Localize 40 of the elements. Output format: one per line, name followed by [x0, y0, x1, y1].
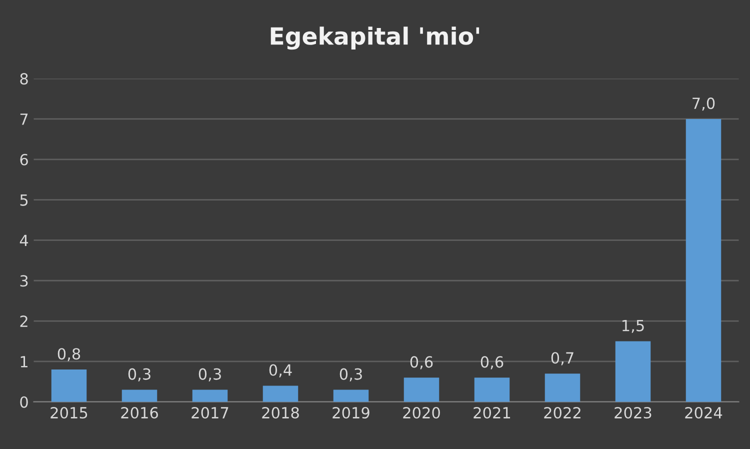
- x-tick-label: 2017: [192, 406, 228, 419]
- bar: [686, 118, 722, 402]
- y-tick-label: 7: [20, 114, 28, 125]
- y-tick-label: 0: [20, 396, 28, 408]
- data-label: 0,3: [128, 368, 150, 382]
- bar: [262, 386, 298, 402]
- y-tick-label: 2: [20, 316, 28, 327]
- x-tick-label: 2023: [614, 406, 652, 419]
- x-tick-label: 2019: [332, 406, 370, 419]
- x-tick-label: 2016: [121, 406, 158, 419]
- data-label: 7,0: [692, 98, 715, 111]
- data-label: 0,7: [551, 352, 574, 366]
- data-label: 0,4: [269, 364, 292, 378]
- y-tick-label: 6: [20, 154, 28, 166]
- bar: [544, 374, 580, 402]
- data-label: 1,5: [622, 320, 644, 333]
- bar: [615, 341, 651, 402]
- data-label: 0,6: [480, 356, 504, 370]
- y-tick-label: 4: [20, 234, 28, 246]
- x-tick-label: 2020: [403, 406, 440, 419]
- y-tick-label: 3: [20, 275, 28, 287]
- y-tick-label: 8: [20, 73, 28, 85]
- data-label: 0,3: [340, 368, 362, 382]
- bar: [474, 378, 510, 402]
- bar: [192, 390, 228, 402]
- x-tick-label: 2022: [544, 406, 580, 419]
- x-tick-label: 2015: [50, 406, 88, 419]
- chart-title: Egekapital 'mio': [270, 26, 480, 50]
- x-tick-label: 2024: [685, 406, 722, 419]
- y-tick-label: 1: [20, 356, 28, 368]
- bar: [51, 370, 87, 402]
- y-tick-label: 5: [20, 194, 28, 206]
- data-label: 0,6: [410, 356, 433, 370]
- data-label: 0,8: [58, 348, 80, 362]
- bar: [122, 390, 158, 402]
- bar: [404, 378, 440, 402]
- x-tick-label: 2021: [474, 406, 510, 419]
- x-tick-label: 2018: [262, 406, 299, 419]
- bar: [333, 390, 369, 402]
- data-label: 0,3: [198, 368, 221, 382]
